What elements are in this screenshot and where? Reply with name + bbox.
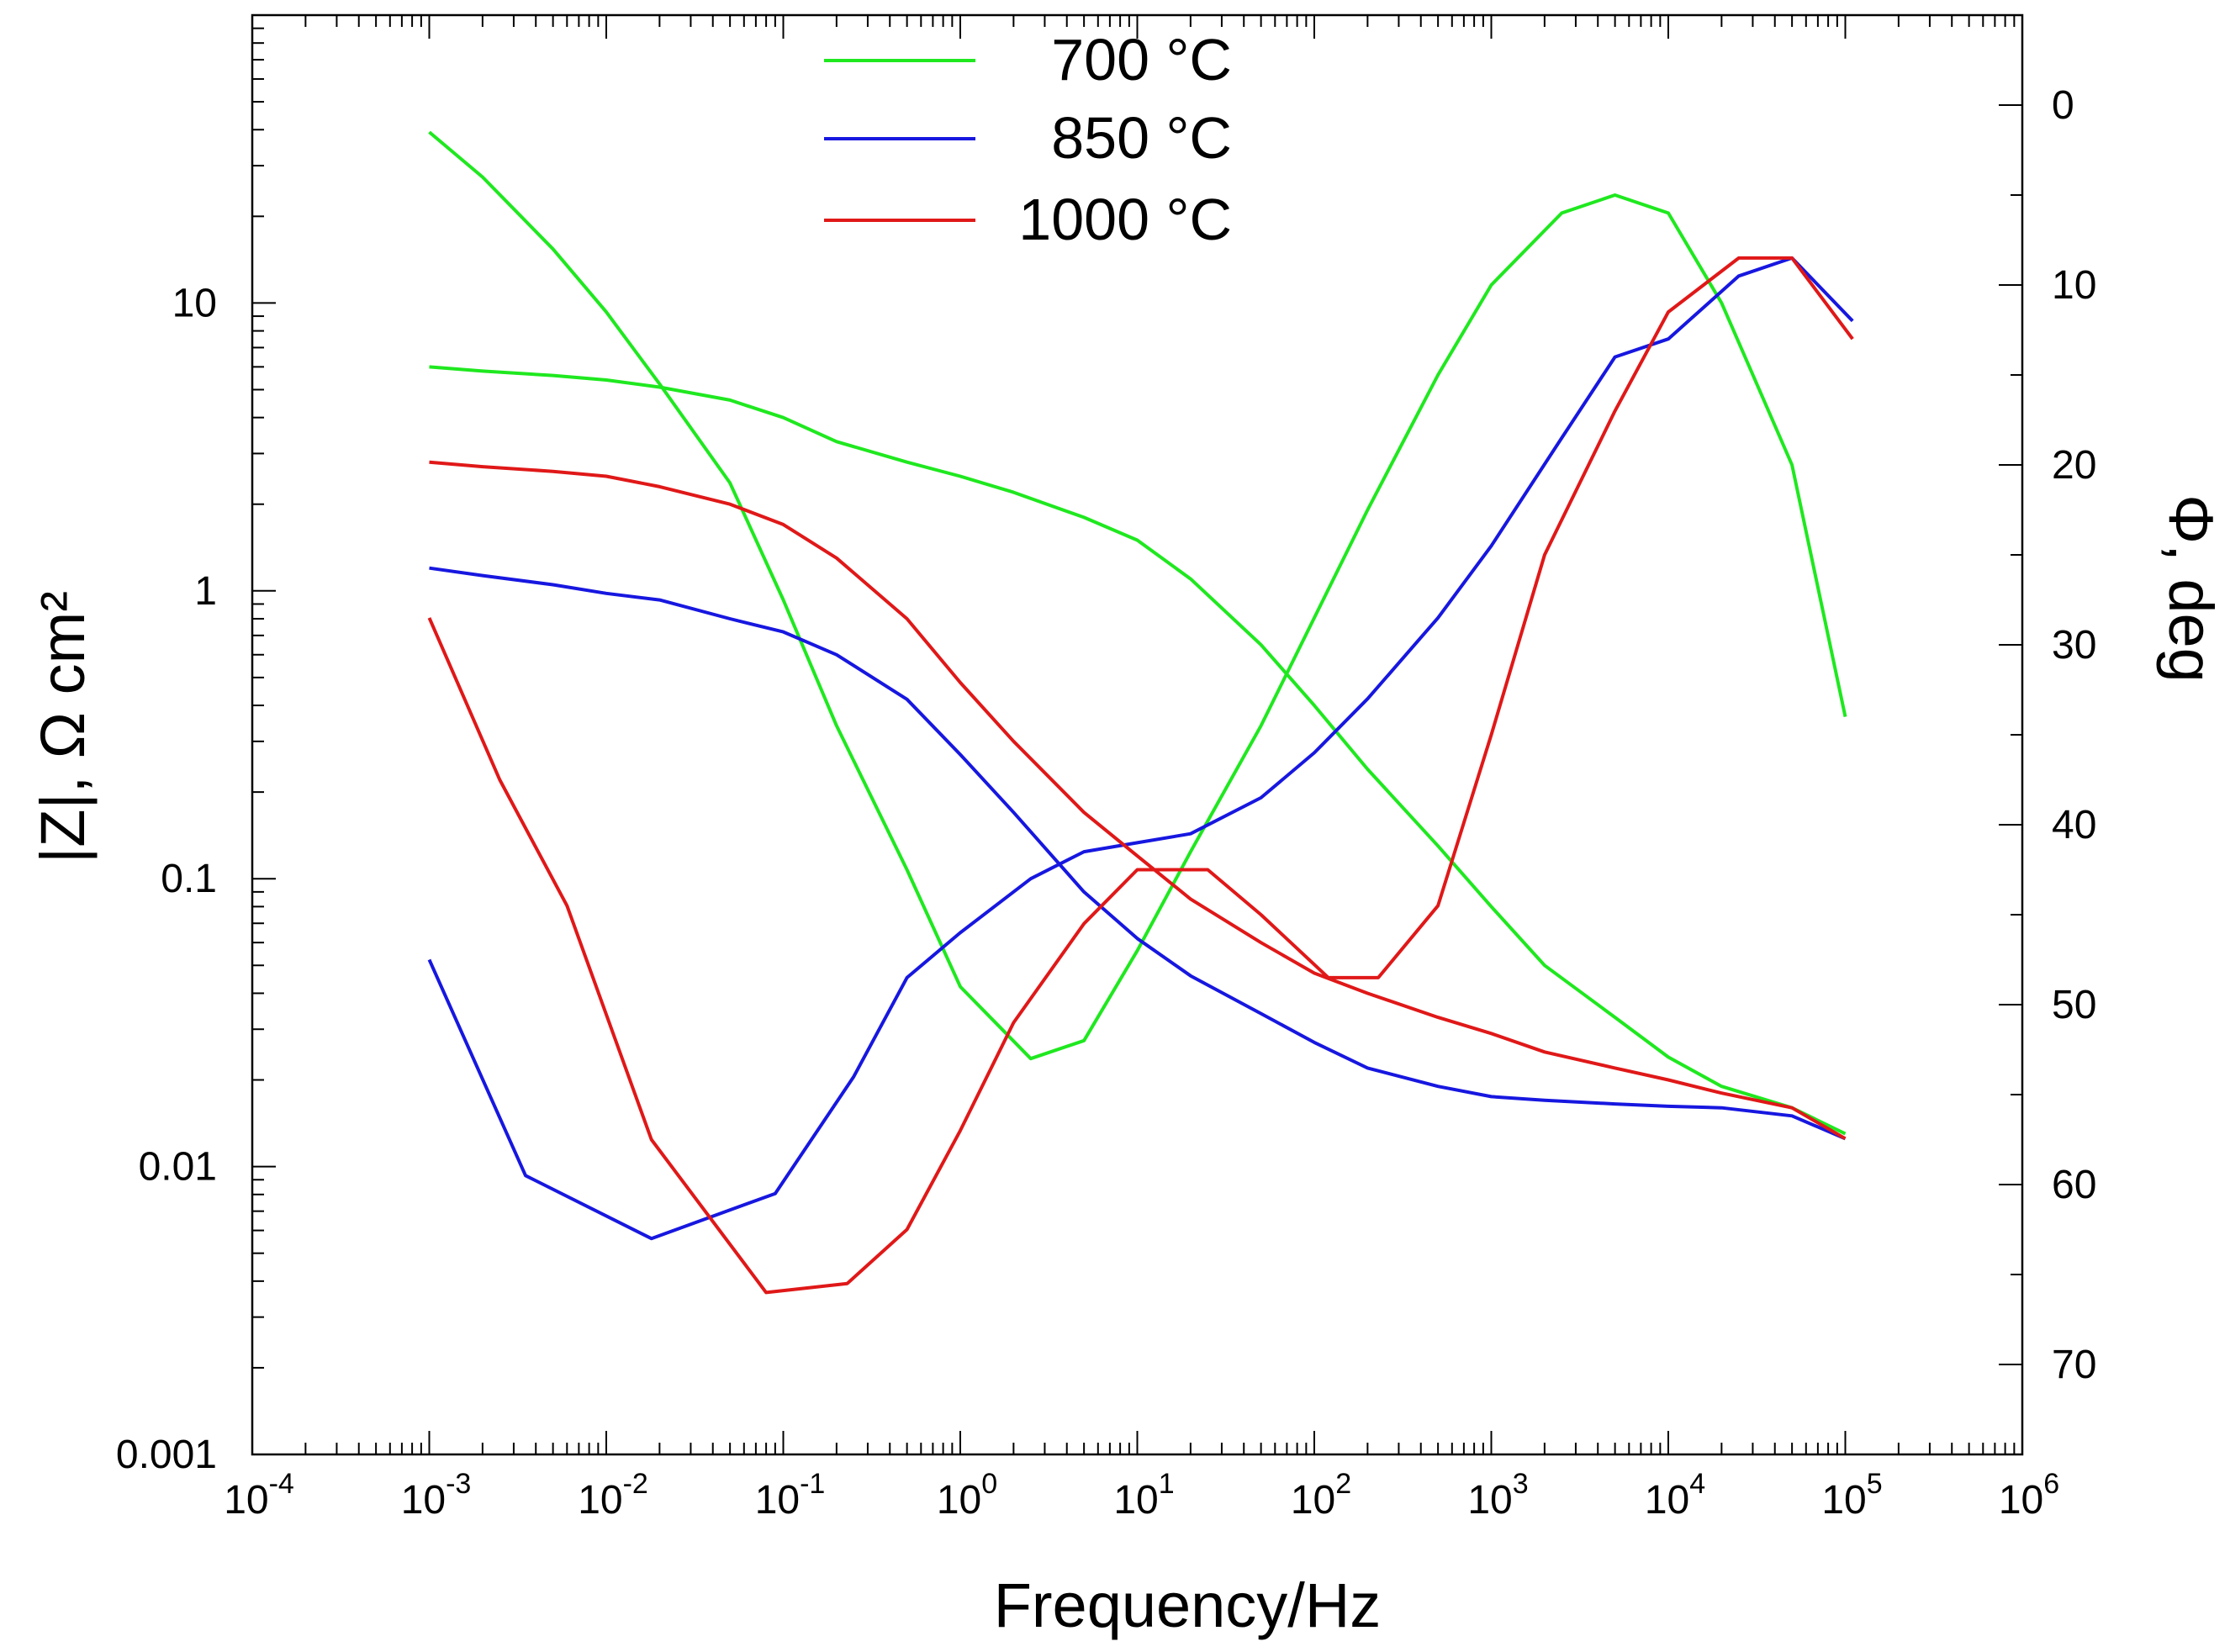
- x-tick-base: 10: [578, 1478, 622, 1523]
- y-left-tick-label: 0.01: [139, 1145, 217, 1190]
- y-right-tick-label: 30: [2052, 623, 2096, 668]
- x-tick-base: 10: [755, 1478, 800, 1523]
- x-tick-exponent: 3: [1513, 1468, 1529, 1500]
- x-tick-exponent: -4: [269, 1468, 294, 1500]
- y-left-axis-title: |Z|, Ω cm²: [28, 591, 98, 863]
- y-left-tick-label: 0.1: [161, 857, 217, 901]
- x-tick-label: 10-3: [401, 1468, 472, 1523]
- x-tick-exponent: -1: [800, 1468, 825, 1500]
- x-tick-labels: 10-4 10-3 10-2 10-1 100 101 102 103 104 105 106: [224, 1468, 2059, 1523]
- y-right-tick-label: 0: [2052, 83, 2074, 128]
- x-tick-label: 10-2: [578, 1468, 648, 1523]
- x-tick-base: 10: [401, 1478, 446, 1523]
- x-tick-label: 105: [1821, 1468, 1882, 1523]
- x-tick-exponent: 5: [1867, 1468, 1883, 1500]
- x-tick-base: 10: [937, 1478, 981, 1523]
- x-tick-exponent: -2: [623, 1468, 648, 1500]
- x-tick-exponent: 1: [1159, 1468, 1175, 1500]
- legend-label-1000: 1000 °C: [1018, 187, 1232, 252]
- x-tick-base: 10: [1467, 1478, 1512, 1523]
- x-tick-label: 101: [1113, 1468, 1174, 1523]
- y-right-tick-label: 10: [2052, 263, 2096, 308]
- x-axis-title: Frequency/Hz: [994, 1570, 1382, 1640]
- x-tick-label: 10-1: [755, 1468, 826, 1523]
- x-tick-base: 10: [1645, 1478, 1689, 1523]
- x-tick-exponent: -3: [446, 1468, 471, 1500]
- y-right-tick-label: 60: [2052, 1163, 2096, 1207]
- x-tick-base: 10: [224, 1478, 268, 1523]
- legend-label-700: 700 °C: [1051, 27, 1232, 92]
- y-right-tick-labels: 0 10 20 30 40 50 60 70: [2052, 83, 2096, 1387]
- series-line-850-c: [427, 256, 1854, 1241]
- x-tick-base: 10: [1821, 1478, 1866, 1523]
- x-tick-exponent: 2: [1335, 1468, 1351, 1500]
- y-left-tick-labels: 0.001 0.01 0.1 1 10: [116, 281, 217, 1477]
- x-tick-base: 10: [1291, 1478, 1335, 1523]
- series-line-1000-c: [427, 256, 1854, 1295]
- x-tick-label: 103: [1467, 1468, 1528, 1523]
- y-left-tick-label: 1: [194, 569, 217, 614]
- x-tick-label: 104: [1645, 1468, 1705, 1523]
- y-right-tick-label: 70: [2052, 1343, 2096, 1387]
- y-right-tick-label: 40: [2052, 803, 2096, 847]
- series-line-850-c-z: [429, 566, 1847, 1141]
- y-right-tick-label: 50: [2052, 983, 2096, 1027]
- series-line-700-c-z: [429, 365, 1847, 1136]
- y-left-tick-label: 10: [172, 281, 217, 325]
- ticks-layer: [251, 14, 2023, 1455]
- series-line-700-c: [428, 130, 1847, 1061]
- x-tick-label: 10-4: [224, 1468, 294, 1523]
- y-right-axis-title: Φ, deg: [2156, 494, 2226, 683]
- x-tick-label: 106: [1999, 1468, 2059, 1523]
- x-tick-base: 10: [1113, 1478, 1158, 1523]
- x-tick-base: 10: [1999, 1478, 2043, 1523]
- x-tick-label: 102: [1291, 1468, 1351, 1523]
- legend-label-850: 850 °C: [1051, 105, 1232, 171]
- y-left-tick-label: 0.001: [116, 1433, 217, 1477]
- x-tick-label: 100: [937, 1468, 997, 1523]
- x-tick-exponent: 0: [981, 1468, 997, 1500]
- series-layer: [427, 130, 1854, 1295]
- legend: 700 °C 850 °C 1000 °C: [824, 27, 1232, 252]
- series-line-1000-c-z: [429, 460, 1847, 1141]
- y-right-tick-label: 20: [2052, 443, 2096, 488]
- x-tick-exponent: 4: [1689, 1468, 1705, 1500]
- x-tick-exponent: 6: [2043, 1468, 2059, 1500]
